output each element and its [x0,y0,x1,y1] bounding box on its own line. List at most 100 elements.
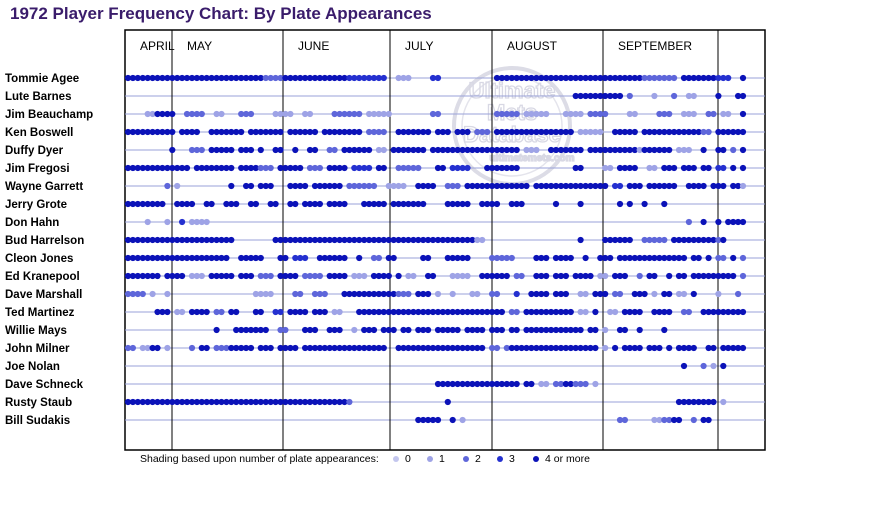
game-dot [203,236,210,244]
game-dot [567,128,574,136]
game-dot [149,344,156,352]
month-label-september: SEPTEMBER [618,39,692,53]
game-dot [292,74,299,82]
game-dot [621,416,629,424]
game-dot [243,164,250,172]
game-dot [680,254,688,262]
game-dot [361,290,368,298]
game-dot [715,74,722,82]
game-dot [164,182,171,190]
game-dot [218,146,225,154]
game-dot [690,290,697,298]
game-dot [493,110,501,118]
game-dot [287,272,294,280]
game-dot [489,326,496,334]
game-dot [420,236,427,244]
game-dot [183,398,191,406]
game-dot [449,290,456,298]
game-dot [666,290,673,298]
player-label: Joe Nolan [5,361,60,373]
game-dot [449,164,456,172]
game-dot [493,254,501,262]
game-dot [646,344,653,352]
game-dot [183,74,191,82]
game-dot [213,110,220,118]
game-dot [277,308,284,316]
game-dot [390,254,397,262]
game-dot [188,272,196,280]
game-dot [257,308,264,316]
game-dot [725,344,732,352]
game-dot [656,254,663,262]
game-dot [129,236,136,244]
game-dot [159,398,166,406]
game-dot [223,128,230,136]
game-dot [636,308,643,316]
game-dot [366,326,373,334]
game-dot [297,74,304,82]
game-dot [735,308,742,316]
game-dot [464,254,471,262]
game-dot [257,74,264,82]
game-dot [735,218,742,226]
game-dot [597,182,604,190]
game-dot [297,236,304,244]
game-dot [631,146,638,154]
game-dot [139,164,146,172]
game-dot [272,236,279,244]
game-dot [636,74,643,82]
game-dot [518,200,525,208]
game-dot [641,74,648,82]
game-dot [533,290,540,298]
game-dot [262,164,269,172]
game-dot [169,74,176,82]
game-dot [592,146,599,154]
game-dot [257,254,264,262]
game-dot [361,344,368,352]
game-dot [346,128,353,136]
player-label: Bill Sudakis [5,415,70,427]
game-dot [489,380,496,388]
game-dot [311,182,319,190]
game-dot [695,128,702,136]
game-dot [193,218,200,226]
game-dot [508,254,515,262]
game-dot [188,254,196,262]
game-dot [366,308,373,316]
game-dot [508,110,515,118]
game-dot [144,236,151,244]
game-dot [680,362,688,370]
game-dot [380,290,387,298]
game-dot [582,344,589,352]
game-dot [528,74,535,82]
game-dot [730,272,737,280]
game-dot [739,272,747,280]
game-dot [498,254,505,262]
game-dot [508,200,515,208]
game-dot [538,344,545,352]
game-dot [666,344,673,352]
game-dot [297,290,304,298]
game-dot [587,74,594,82]
game-dot [641,128,648,136]
game-dot [582,182,589,190]
game-dot [370,308,378,316]
game-dot [685,146,693,154]
game-dot [297,308,304,316]
game-dot [375,290,382,298]
game-dot [302,182,309,190]
game-dot [238,74,245,82]
game-dot [375,110,382,118]
game-dot [272,128,279,136]
game-dot [316,236,323,244]
game-dot [577,308,584,316]
game-dot [179,164,186,172]
game-dot [695,74,702,82]
game-dot [144,110,151,118]
game-dot [302,74,309,82]
game-dot [139,344,146,352]
game-dot [179,254,186,262]
game-dot [385,254,392,262]
game-dot [621,146,629,154]
game-dot [538,254,545,262]
